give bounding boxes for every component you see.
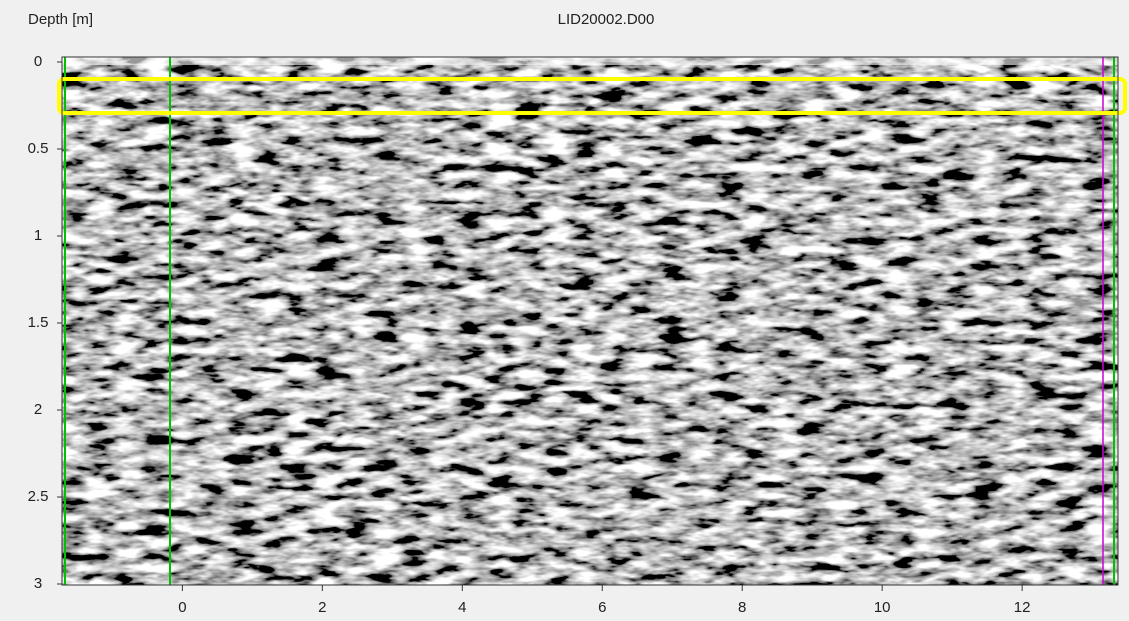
x-tick-label: 2 (318, 599, 326, 616)
x-tick-label: 4 (458, 599, 466, 616)
x-tick-label: 6 (598, 599, 606, 616)
x-tick-label: 12 (1014, 599, 1031, 616)
radargram-image (62, 57, 1118, 585)
y-tick-label: 2.5 (28, 488, 49, 505)
axis-label: Depth [m] (28, 11, 93, 28)
x-tick-label: 0 (178, 599, 186, 616)
axes: 0 0.5 1 1.5 2 2.5 3 0 2 4 6 8 10 12 (28, 53, 1031, 616)
plot-frame (61, 56, 1119, 586)
x-tick-label: 10 (874, 599, 891, 616)
file-title: LID20002.D00 (558, 11, 655, 28)
y-tick-label: 1 (34, 227, 42, 244)
x-tick-label: 8 (738, 599, 746, 616)
y-tick-label: 0 (34, 53, 42, 70)
surface-band (62, 57, 1118, 65)
highlight-box (57, 77, 1127, 115)
y-tick-label: 0.5 (28, 140, 49, 157)
y-tick-label: 2 (34, 401, 42, 418)
y-tick-label: 1.5 (28, 314, 49, 331)
y-tick-label: 3 (34, 575, 42, 592)
